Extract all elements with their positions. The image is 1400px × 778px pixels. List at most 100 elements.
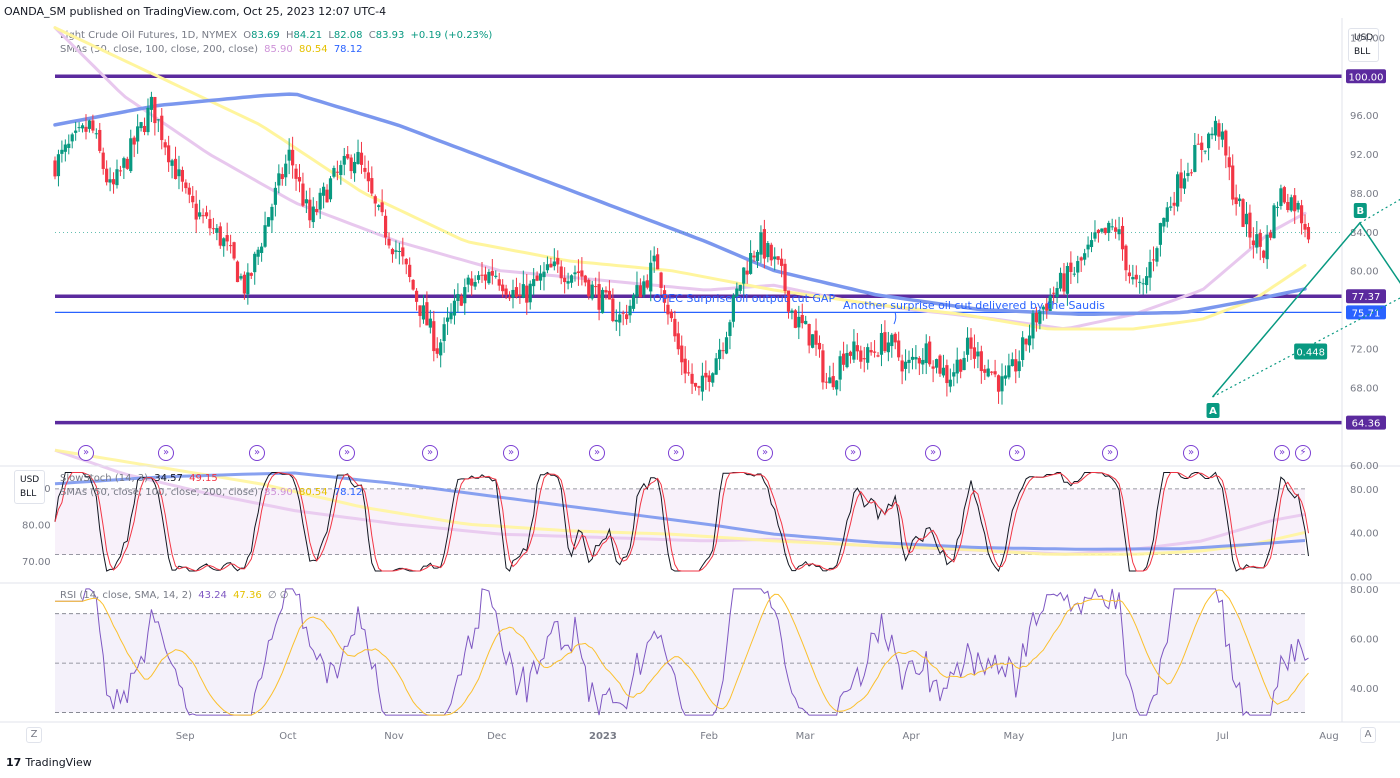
candle-body bbox=[597, 284, 601, 310]
candle-body bbox=[1176, 174, 1180, 207]
earnings-event-icon[interactable]: » bbox=[668, 445, 684, 461]
price-tick-label: 96.00 bbox=[1350, 111, 1379, 122]
candle-body bbox=[383, 215, 388, 238]
candle-body bbox=[659, 272, 663, 288]
candle-body bbox=[521, 284, 525, 298]
earnings-event-icon[interactable]: » bbox=[925, 445, 941, 461]
candle-body bbox=[1027, 335, 1032, 346]
candle-body bbox=[759, 232, 763, 255]
candle-body bbox=[218, 226, 222, 246]
candle-body bbox=[707, 375, 711, 382]
auto-scale-button[interactable]: A bbox=[1360, 727, 1376, 743]
time-tick-label: 2023 bbox=[589, 731, 617, 742]
time-tick-label: Jun bbox=[1111, 731, 1128, 742]
unit-currency: USD bbox=[1354, 33, 1374, 43]
stoch-sma-line bbox=[54, 471, 1306, 551]
candle-body bbox=[514, 287, 519, 297]
earnings-event-icon[interactable]: » bbox=[1274, 445, 1290, 461]
brand-name: TradingView bbox=[25, 756, 92, 769]
candle-body bbox=[318, 192, 322, 210]
candle-body bbox=[1193, 145, 1197, 172]
candle-body bbox=[1038, 311, 1042, 324]
candle-body bbox=[325, 189, 329, 203]
candle-body bbox=[377, 205, 381, 207]
candle-body bbox=[1169, 206, 1173, 208]
stoch-price-tick-label: 70.00 bbox=[22, 557, 51, 568]
earnings-event-icon[interactable]: » bbox=[249, 445, 265, 461]
candle-body bbox=[101, 152, 105, 169]
candle-body bbox=[1131, 277, 1135, 280]
earnings-event-icon[interactable]: » bbox=[503, 445, 519, 461]
close-value: 83.93 bbox=[375, 30, 405, 41]
earnings-event-icon[interactable]: » bbox=[845, 445, 861, 461]
zoom-corner-button[interactable]: Z bbox=[26, 727, 42, 743]
pattern-point-label: B bbox=[1356, 206, 1364, 217]
candle-body bbox=[883, 332, 887, 352]
price-tick-label: 92.00 bbox=[1350, 150, 1379, 161]
stoch-unit-box[interactable]: USD BLL bbox=[14, 470, 46, 504]
earnings-event-icon[interactable]: » bbox=[757, 445, 773, 461]
candle-body bbox=[594, 286, 598, 288]
candle-body bbox=[869, 350, 873, 353]
candle-body bbox=[177, 169, 181, 177]
candle-body bbox=[1227, 157, 1231, 168]
candle-body bbox=[979, 351, 983, 372]
candle-body bbox=[242, 274, 246, 294]
earnings-event-icon[interactable]: » bbox=[1009, 445, 1025, 461]
candle-body bbox=[418, 305, 422, 316]
candle-body bbox=[1062, 273, 1066, 292]
candle-body bbox=[1003, 375, 1008, 379]
candle-body bbox=[1196, 143, 1200, 145]
rsi-legend: RSI (14, close, SMA, 14, 2) 43.24 47.36 … bbox=[60, 590, 289, 601]
candle-body bbox=[480, 274, 484, 276]
earnings-event-icon[interactable]: » bbox=[339, 445, 355, 461]
dividend-event-icon[interactable]: ⚡ bbox=[1295, 445, 1311, 461]
earnings-event-icon[interactable]: » bbox=[78, 445, 94, 461]
time-tick-label: Apr bbox=[903, 731, 921, 742]
candle-body bbox=[1213, 120, 1218, 136]
candle-body bbox=[411, 279, 415, 290]
earnings-event-icon[interactable]: » bbox=[422, 445, 438, 461]
candle-body bbox=[872, 351, 877, 353]
candle-body bbox=[139, 122, 143, 129]
candle-body bbox=[859, 350, 863, 362]
candle-body bbox=[284, 163, 288, 178]
earnings-event-icon[interactable]: » bbox=[158, 445, 174, 461]
candle-body bbox=[494, 275, 498, 277]
main-unit-box[interactable]: USD BLL bbox=[1348, 28, 1380, 62]
footer-brand[interactable]: 𝟭𝟳 TradingView bbox=[6, 756, 92, 769]
candle-body bbox=[204, 212, 209, 217]
candle-body bbox=[976, 351, 980, 357]
price-tick-label: 88.00 bbox=[1350, 189, 1379, 200]
candle-body bbox=[215, 228, 219, 233]
time-tick-label: Nov bbox=[384, 731, 404, 742]
candle-body bbox=[1237, 198, 1242, 202]
candle-body bbox=[94, 133, 98, 135]
candle-body bbox=[711, 373, 715, 383]
candle-body bbox=[84, 126, 88, 132]
earnings-event-icon[interactable]: » bbox=[1183, 445, 1199, 461]
candle-body bbox=[518, 294, 522, 297]
candle-body bbox=[535, 275, 539, 281]
high-label: H bbox=[285, 30, 294, 41]
candle-body bbox=[790, 310, 794, 313]
candle-body bbox=[149, 96, 154, 110]
candle-body bbox=[291, 149, 295, 166]
candle-body bbox=[414, 290, 419, 302]
candle-body bbox=[669, 311, 674, 319]
candle-body bbox=[80, 125, 85, 129]
candle-body bbox=[752, 255, 756, 258]
candle-body bbox=[917, 358, 921, 364]
candle-body bbox=[824, 381, 828, 383]
candle-body bbox=[1024, 338, 1028, 345]
candle-body bbox=[1021, 337, 1025, 361]
earnings-event-icon[interactable]: » bbox=[589, 445, 605, 461]
candle-body bbox=[965, 337, 970, 355]
candle-body bbox=[1100, 228, 1104, 232]
earnings-event-icon[interactable]: » bbox=[1102, 445, 1118, 461]
candle-body bbox=[249, 273, 253, 276]
close-label: C bbox=[368, 30, 376, 41]
candle-body bbox=[287, 149, 291, 161]
time-tick-label: Jul bbox=[1216, 731, 1229, 742]
